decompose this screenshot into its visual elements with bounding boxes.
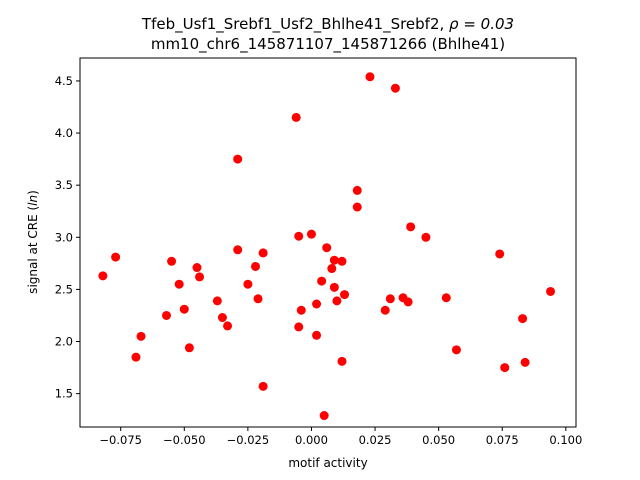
chart-title-rho: ρ = 0.03: [449, 15, 514, 33]
data-point: [332, 296, 342, 306]
data-point: [317, 276, 327, 286]
data-point: [441, 293, 451, 303]
x-axis: −0.075 −0.050 −0.025 0.000 0.025 0.050 0.075 0.…: [99, 427, 582, 447]
data-point: [352, 202, 362, 212]
data-point: [294, 322, 304, 332]
x-tick-label: −0.050: [163, 433, 206, 447]
data-point: [243, 279, 253, 289]
y-tick-label: 4.0: [55, 126, 73, 140]
y-tick-label: 2.5: [55, 282, 73, 296]
x-tick-label: 0.075: [486, 433, 519, 447]
data-point: [352, 185, 362, 195]
y-tick-label: 3.5: [55, 178, 73, 192]
data-point: [131, 352, 141, 362]
data-points: [98, 72, 556, 421]
x-tick-label: 0.100: [549, 433, 582, 447]
data-point: [390, 83, 400, 93]
data-point: [195, 272, 205, 282]
data-point: [385, 294, 395, 304]
data-point: [296, 305, 306, 315]
data-point: [319, 411, 329, 421]
data-point: [365, 72, 375, 82]
data-point: [223, 321, 233, 331]
x-tick-label: 0.000: [295, 433, 328, 447]
data-point: [520, 357, 530, 367]
data-point: [111, 252, 121, 262]
data-point: [258, 248, 268, 258]
data-point: [340, 290, 350, 300]
data-point: [212, 296, 222, 306]
data-point: [136, 331, 146, 341]
chart-title-prefix: Tfeb_Usf1_Srebf1_Usf2_Bhlhe41_Srebf2,: [141, 15, 449, 34]
data-point: [306, 229, 316, 239]
data-point: [233, 154, 243, 164]
y-tick-label: 1.5: [55, 387, 73, 401]
x-tick-label: −0.025: [227, 433, 270, 447]
chart-title-line2: mm10_chr6_145871107_145871266 (Bhlhe41): [151, 35, 505, 54]
y-tick-label: 4.5: [55, 74, 73, 88]
y-axis-label-ln: ln: [26, 195, 40, 206]
data-point: [174, 279, 184, 289]
data-point: [312, 330, 322, 340]
data-point: [253, 294, 263, 304]
data-point: [322, 243, 332, 253]
x-tick-label: −0.075: [99, 433, 142, 447]
x-axis-label: motif activity: [288, 456, 367, 470]
data-point: [192, 263, 202, 273]
plot-area: [79, 57, 577, 428]
x-tick-label: 0.025: [359, 433, 392, 447]
data-point: [329, 255, 339, 265]
data-point: [500, 363, 510, 373]
data-point: [161, 310, 171, 320]
chart-title-line1: Tfeb_Usf1_Srebf1_Usf2_Bhlhe41_Srebf2, ρ …: [141, 15, 514, 34]
data-point: [406, 222, 416, 232]
data-point: [329, 282, 339, 292]
y-axis-label: signal at CRE (ln): [26, 190, 40, 294]
data-point: [217, 313, 227, 323]
data-point: [312, 299, 322, 309]
data-point: [179, 304, 189, 314]
y-tick-label: 2.0: [55, 335, 73, 349]
data-point: [337, 356, 347, 366]
y-tick-label: 3.0: [55, 230, 73, 244]
x-tick-label: 0.050: [422, 433, 455, 447]
data-point: [233, 245, 243, 255]
data-point: [167, 256, 177, 266]
data-point: [337, 256, 347, 266]
data-point: [251, 261, 261, 271]
data-point: [98, 271, 108, 281]
data-point: [421, 232, 431, 242]
data-point: [380, 305, 390, 315]
data-point: [495, 249, 505, 259]
data-point: [294, 231, 304, 241]
data-point: [403, 297, 413, 307]
data-point: [327, 264, 337, 274]
data-point: [291, 112, 301, 122]
data-point: [518, 314, 528, 324]
data-point: [258, 381, 268, 391]
data-point: [451, 345, 461, 355]
y-axis: 1.5 2.0 2.5 3.0 3.5 4.0 4.5: [55, 74, 80, 401]
data-point: [184, 343, 194, 353]
data-point: [546, 286, 556, 296]
